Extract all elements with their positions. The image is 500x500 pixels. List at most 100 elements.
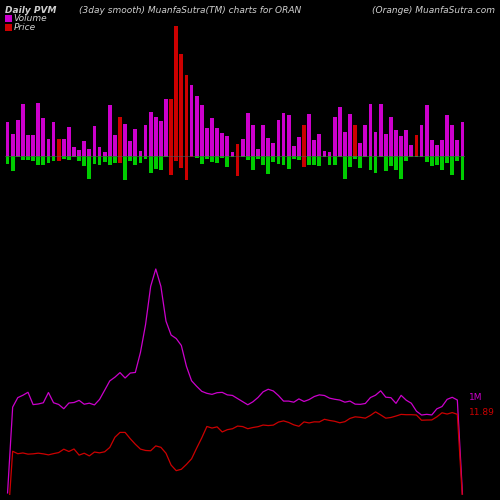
Bar	[31, 156, 35, 161]
Bar	[123, 156, 127, 180]
Bar	[21, 104, 25, 156]
Bar	[338, 108, 342, 156]
Bar	[394, 130, 398, 156]
Bar	[6, 156, 10, 164]
Bar	[404, 156, 408, 161]
Bar	[82, 156, 86, 166]
Bar	[425, 156, 428, 162]
Bar	[103, 152, 106, 156]
Bar	[333, 156, 336, 166]
Bar	[389, 156, 393, 166]
Bar	[256, 156, 260, 159]
Bar	[384, 156, 388, 171]
Bar	[82, 141, 86, 156]
Bar	[11, 134, 15, 156]
Bar	[435, 156, 439, 165]
Bar	[384, 134, 388, 156]
Bar	[261, 156, 265, 165]
Bar	[174, 26, 178, 156]
Bar	[287, 115, 290, 156]
Bar	[292, 156, 296, 159]
Bar	[16, 156, 20, 157]
Bar	[128, 141, 132, 156]
Bar	[77, 156, 81, 162]
Bar	[26, 136, 30, 156]
Bar	[159, 120, 163, 156]
Bar	[210, 156, 214, 162]
Bar	[322, 150, 326, 156]
Bar	[364, 156, 367, 157]
Bar	[144, 124, 148, 156]
Bar	[72, 156, 76, 157]
Bar	[174, 156, 178, 160]
Bar	[154, 117, 158, 156]
Bar	[184, 156, 188, 180]
Bar	[149, 156, 152, 172]
Bar	[456, 140, 459, 156]
Bar	[62, 156, 66, 160]
Bar	[230, 156, 234, 157]
Bar	[164, 156, 168, 157]
Bar	[36, 104, 40, 156]
Bar	[399, 156, 403, 179]
Bar	[297, 156, 301, 160]
Bar	[246, 112, 250, 156]
Bar	[190, 86, 194, 156]
Bar	[88, 156, 91, 179]
Bar	[98, 147, 102, 156]
Bar	[435, 146, 439, 156]
Bar	[348, 156, 352, 167]
Bar	[52, 156, 56, 161]
Bar	[404, 130, 408, 156]
Bar	[46, 156, 50, 163]
Bar	[389, 116, 393, 156]
Bar	[195, 156, 198, 158]
Bar	[236, 156, 240, 176]
Bar	[251, 125, 255, 156]
Bar	[266, 138, 270, 156]
Bar	[379, 156, 382, 157]
Bar	[200, 105, 203, 156]
Bar	[414, 156, 418, 157]
Bar	[21, 156, 25, 160]
Bar	[108, 156, 112, 165]
Bar	[210, 118, 214, 156]
Bar	[246, 156, 250, 160]
Bar	[220, 156, 224, 158]
Bar	[460, 156, 464, 180]
Bar	[180, 156, 183, 168]
Bar	[62, 140, 66, 156]
Bar	[11, 156, 15, 171]
Bar	[134, 129, 138, 156]
Bar	[348, 114, 352, 156]
Bar	[138, 156, 142, 162]
Bar	[445, 156, 449, 163]
Bar	[399, 136, 403, 156]
Bar	[374, 132, 378, 156]
Bar	[42, 156, 46, 165]
Bar	[92, 156, 96, 164]
Bar	[77, 150, 81, 156]
Text: Daily PVM: Daily PVM	[5, 6, 57, 15]
Bar	[420, 125, 424, 156]
Bar	[226, 136, 230, 156]
Bar	[343, 132, 347, 156]
Bar	[297, 136, 301, 156]
Bar	[195, 96, 198, 156]
Bar	[450, 156, 454, 175]
Bar	[440, 156, 444, 170]
Bar	[154, 156, 158, 169]
Bar	[98, 156, 102, 165]
Bar	[215, 128, 219, 156]
Bar	[430, 140, 434, 156]
Bar	[118, 117, 122, 156]
Bar	[144, 156, 148, 158]
Bar	[180, 54, 183, 156]
Bar	[318, 156, 321, 166]
Bar	[67, 127, 71, 156]
Bar	[159, 156, 163, 170]
Bar	[108, 106, 112, 156]
Bar	[134, 156, 138, 166]
Bar	[26, 156, 30, 160]
Bar	[272, 143, 275, 156]
